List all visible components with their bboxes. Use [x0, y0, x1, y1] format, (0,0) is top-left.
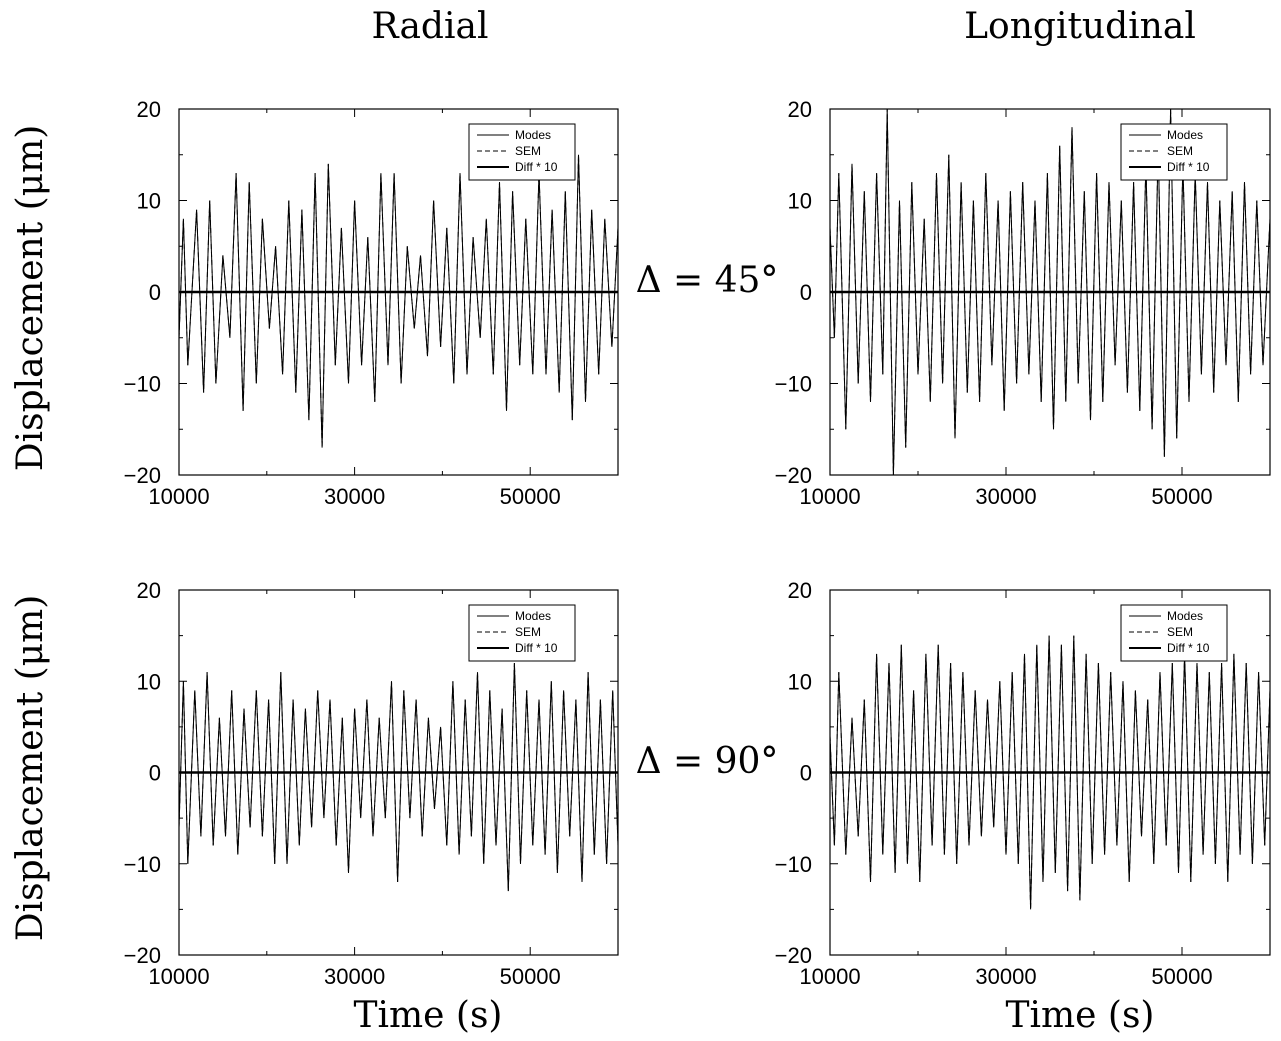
- legend: Modes SEM Diff * 10: [469, 124, 575, 180]
- y-tick-label: −10: [775, 852, 812, 877]
- x-tick-label: 10000: [148, 964, 209, 989]
- legend-label: SEM: [515, 625, 541, 639]
- y-tick-label: 0: [149, 280, 161, 305]
- legend-label: Modes: [515, 609, 551, 623]
- legend-label: Diff * 10: [1167, 160, 1210, 174]
- row-label-45: Δ = 45°: [636, 260, 779, 301]
- y-tick-label: 20: [788, 97, 812, 122]
- y-tick-label: 10: [137, 189, 161, 214]
- traces: [179, 663, 618, 891]
- x-tick-label: 10000: [799, 484, 860, 509]
- x-tick-label: 10000: [799, 964, 860, 989]
- column-title-longitudinal: Longitudinal: [964, 6, 1196, 47]
- legend-label: SEM: [1167, 144, 1193, 158]
- y-tick-label: 20: [788, 578, 812, 603]
- y-tick-label: −10: [124, 852, 161, 877]
- y-tick-label: 0: [800, 761, 812, 786]
- x-tick-label: 50000: [1151, 964, 1212, 989]
- legend-label: Diff * 10: [1167, 641, 1210, 655]
- series-sem: [179, 663, 618, 891]
- column-title-radial: Radial: [372, 6, 489, 47]
- y-tick-label: 20: [137, 97, 161, 122]
- legend-label: SEM: [1167, 625, 1193, 639]
- x-tick-label: 30000: [324, 484, 385, 509]
- legend: Modes SEM Diff * 10: [1121, 124, 1227, 180]
- x-tick-label: 30000: [975, 964, 1036, 989]
- y-tick-label: −10: [124, 372, 161, 397]
- x-tick-label: 50000: [500, 484, 561, 509]
- legend: Modes SEM Diff * 10: [469, 605, 575, 661]
- legend-label: Modes: [515, 128, 551, 142]
- y-tick-label: 20: [137, 578, 161, 603]
- y-tick-label: 10: [788, 189, 812, 214]
- legend-label: SEM: [515, 144, 541, 158]
- row-label-90: Δ = 90°: [636, 741, 779, 782]
- ylabel-bottom: Displacement (μm): [10, 595, 51, 942]
- y-tick-label: 0: [149, 761, 161, 786]
- x-tick-label: 50000: [500, 964, 561, 989]
- y-tick-label: 10: [137, 669, 161, 694]
- legend-label: Modes: [1167, 609, 1203, 623]
- legend-label: Modes: [1167, 128, 1203, 142]
- xlabel-radial: Time (s): [354, 995, 503, 1036]
- legend: Modes SEM Diff * 10: [1121, 605, 1227, 661]
- x-tick-label: 50000: [1151, 484, 1212, 509]
- y-tick-label: 0: [800, 280, 812, 305]
- traces: [830, 636, 1270, 910]
- x-tick-label: 30000: [975, 484, 1036, 509]
- series-modes: [179, 155, 618, 448]
- legend-label: Diff * 10: [515, 160, 558, 174]
- x-tick-label: 10000: [148, 484, 209, 509]
- x-tick-label: 30000: [324, 964, 385, 989]
- xlabel-longitudinal: Time (s): [1006, 995, 1155, 1036]
- traces: [179, 155, 618, 448]
- legend-label: Diff * 10: [515, 641, 558, 655]
- y-tick-label: −10: [775, 372, 812, 397]
- ylabel-top: Displacement (μm): [10, 125, 51, 472]
- y-tick-label: 10: [788, 669, 812, 694]
